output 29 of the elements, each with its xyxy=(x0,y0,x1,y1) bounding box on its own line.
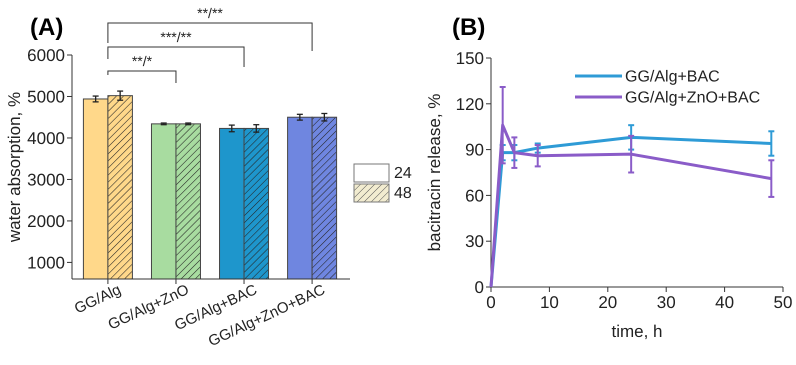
y-tick-label: 1000 xyxy=(27,253,65,272)
y-tick-label: 2000 xyxy=(27,212,65,231)
x-tick-label: 30 xyxy=(656,293,676,312)
y-tick-label: 30 xyxy=(465,232,484,252)
y-tick-label: 90 xyxy=(465,140,484,160)
x-tick-label: 50 xyxy=(774,293,792,312)
y-tick-label: 4000 xyxy=(27,128,65,148)
y-axis-title: bacitracin release, % xyxy=(425,94,444,252)
y-tick-label: 120 xyxy=(456,94,484,114)
legend-label: GG/Alg+ZnO+BAC xyxy=(625,90,760,107)
y-tick-label: 5000 xyxy=(27,87,65,106)
y-tick-label: 150 xyxy=(456,48,484,68)
x-tick-label: 0 xyxy=(486,293,496,312)
y-tick-label: 6000 xyxy=(27,46,65,65)
chart-title: (B) xyxy=(452,14,486,41)
x-tick-label: 20 xyxy=(598,293,618,312)
y-axis-title: water absorption, % xyxy=(5,92,24,244)
text: ***/** xyxy=(160,29,192,45)
x-axis-title: time, h xyxy=(611,322,663,341)
annotation: **/* xyxy=(132,53,153,69)
x-tick-label: 40 xyxy=(715,293,734,312)
x-tick-label: 10 xyxy=(540,293,559,312)
y-tick-label: 60 xyxy=(465,186,484,206)
text: **/** xyxy=(197,5,224,21)
y-tick-label: 3000 xyxy=(27,170,65,190)
legend-label: GG/Alg+BAC xyxy=(625,68,720,86)
chart-title: (A) xyxy=(30,14,64,41)
text: 24 xyxy=(394,165,412,182)
text: 48 xyxy=(394,185,412,202)
